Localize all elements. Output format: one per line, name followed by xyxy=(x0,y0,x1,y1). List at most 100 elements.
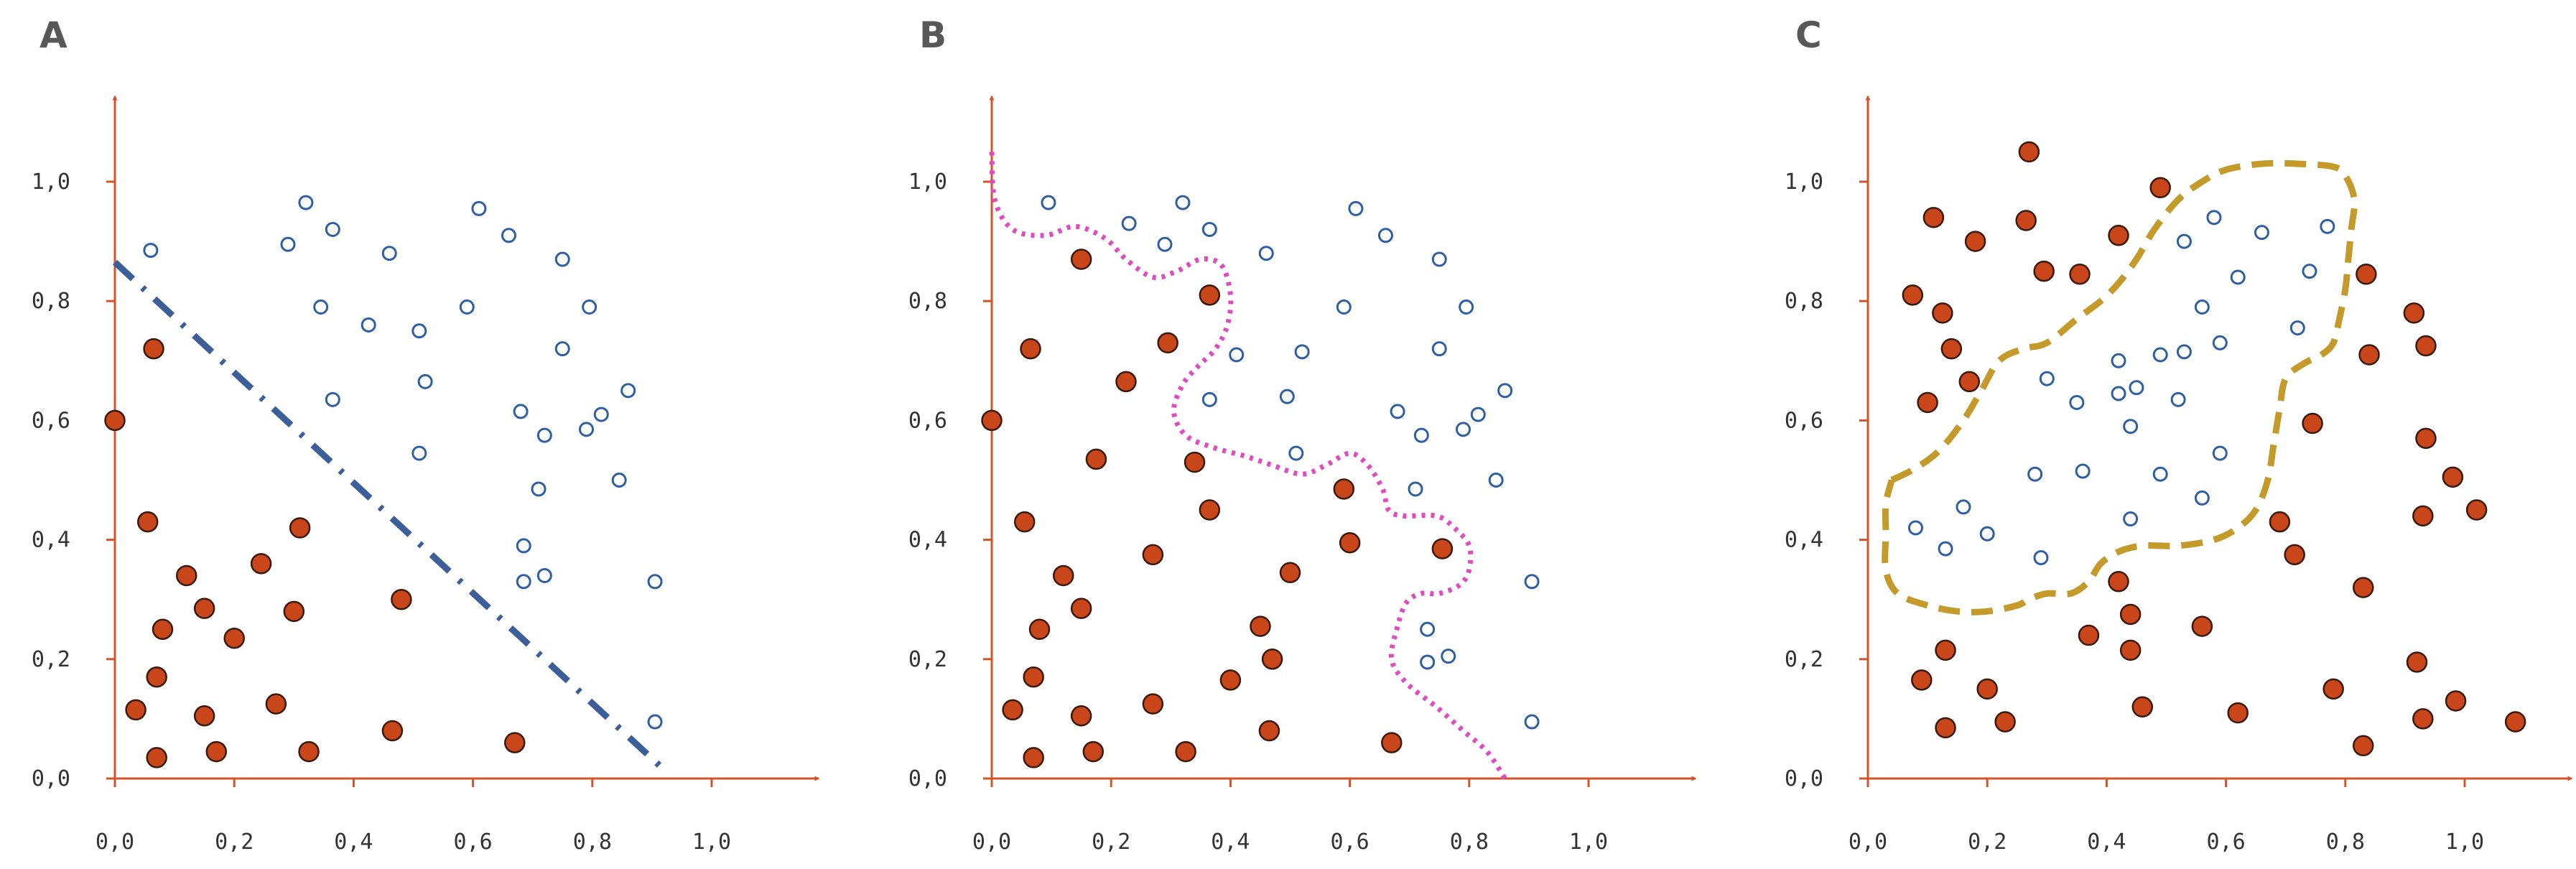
open-point xyxy=(1390,404,1405,419)
open-point xyxy=(578,422,594,437)
filled-point xyxy=(2269,511,2291,533)
filled-point xyxy=(1175,740,1196,763)
x-tick-label: 0,0 xyxy=(972,830,1011,855)
filled-point xyxy=(2352,577,2374,598)
y-tick-label: 0,0 xyxy=(1785,766,1823,791)
open-point xyxy=(1488,473,1504,488)
filled-point xyxy=(289,517,311,539)
y-tick-label: 0,2 xyxy=(1785,647,1823,672)
y-tick-label: 0,8 xyxy=(908,289,947,314)
y-tick-label: 0,6 xyxy=(32,408,70,433)
open-point xyxy=(1413,427,1429,443)
x-tick-label: 0,6 xyxy=(1331,830,1370,855)
filled-point xyxy=(1964,231,1986,252)
filled-point xyxy=(1085,448,1107,470)
open-point xyxy=(593,406,609,422)
filled-point xyxy=(1917,391,1938,414)
y-tick-label: 0,0 xyxy=(32,766,70,791)
x-tick-label: 0,4 xyxy=(334,830,373,855)
open-point xyxy=(1175,195,1191,210)
open-point xyxy=(1258,246,1274,261)
filled-point xyxy=(1958,371,1981,393)
open-point xyxy=(1497,383,1513,399)
y-tick-label: 0,6 xyxy=(908,408,947,433)
open-point xyxy=(2039,371,2055,386)
filled-point xyxy=(1381,732,1403,753)
open-point xyxy=(536,567,552,583)
open-point xyxy=(2320,218,2335,234)
y-tick-label: 0,4 xyxy=(908,528,947,553)
filled-point xyxy=(1902,284,1924,306)
filled-point xyxy=(2504,711,2526,733)
filled-point xyxy=(205,740,228,763)
filled-point xyxy=(1935,717,1956,739)
open-point xyxy=(2212,335,2228,350)
filled-point xyxy=(1333,478,1355,500)
filled-point xyxy=(2227,702,2249,724)
filled-point xyxy=(2069,264,2091,285)
panel-a-letter: A xyxy=(39,14,68,56)
open-point xyxy=(2069,394,2085,410)
y-tick-label: 0,2 xyxy=(908,647,947,672)
open-point xyxy=(381,246,397,261)
open-point xyxy=(2129,380,2144,396)
open-point xyxy=(417,373,433,389)
open-point xyxy=(554,341,570,357)
filled-point xyxy=(2412,505,2434,527)
filled-point xyxy=(1911,669,1933,691)
filled-point xyxy=(2078,624,2100,646)
y-tick-label: 1,0 xyxy=(32,169,70,195)
filled-point xyxy=(2465,499,2488,521)
filled-point xyxy=(2284,544,2305,566)
filled-point xyxy=(2108,225,2129,246)
x-tick-label: 0,4 xyxy=(2087,830,2126,855)
open-point xyxy=(1441,649,1456,664)
open-point xyxy=(620,383,636,399)
y-tick-label: 0,2 xyxy=(32,647,70,672)
filled-point xyxy=(152,618,174,640)
filled-point xyxy=(1070,598,1092,619)
filled-point xyxy=(2131,696,2154,718)
y-tick-label: 0,0 xyxy=(908,766,947,791)
open-point xyxy=(2152,347,2168,363)
filled-point xyxy=(2015,210,2037,231)
open-point xyxy=(1288,445,1304,461)
y-tick-label: 0,8 xyxy=(32,289,70,314)
filled-point xyxy=(2356,264,2377,285)
x-tick-label: 0,2 xyxy=(1092,830,1130,855)
filled-point xyxy=(1258,720,1280,742)
filled-point xyxy=(1052,564,1074,587)
open-point xyxy=(2027,466,2043,482)
filled-point xyxy=(2108,571,2129,592)
filled-point xyxy=(1142,693,1164,715)
filled-point xyxy=(250,553,272,575)
decision-boundary-c xyxy=(1882,159,2358,615)
open-point xyxy=(143,243,159,259)
filled-point xyxy=(143,338,164,360)
open-point xyxy=(1294,344,1310,360)
open-point xyxy=(2033,550,2049,566)
open-point xyxy=(2075,463,2091,479)
open-point xyxy=(2254,225,2269,241)
x-tick-label: 1,0 xyxy=(692,830,731,855)
open-point xyxy=(2123,511,2139,527)
decision-boundary-b xyxy=(989,152,1507,780)
filled-point xyxy=(2033,260,2055,282)
open-point xyxy=(2176,233,2192,249)
open-point xyxy=(1524,714,1540,730)
filled-point xyxy=(381,720,404,742)
panel-a: A 0,0 0,2 0,4 0,6 0,8 1,0 0,0 0,2 0,4 0,6 0,8 1,0 xyxy=(32,14,820,855)
open-point xyxy=(1348,200,1364,216)
x-tick-label: 0,6 xyxy=(454,830,493,855)
open-point xyxy=(516,574,531,590)
open-point xyxy=(2289,320,2305,336)
filled-point xyxy=(2445,690,2467,712)
filled-point xyxy=(1115,371,1137,393)
open-point xyxy=(531,481,547,497)
open-point xyxy=(554,251,570,267)
decision-boundary-a xyxy=(112,259,666,772)
open-point xyxy=(411,323,427,339)
x-tick-label: 0,2 xyxy=(1968,830,2007,855)
filled-point xyxy=(146,747,167,768)
open-point xyxy=(513,404,529,419)
